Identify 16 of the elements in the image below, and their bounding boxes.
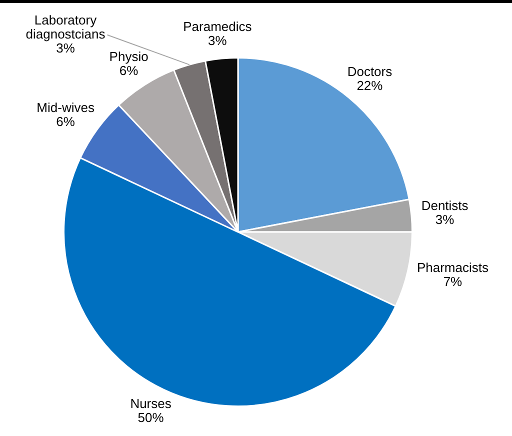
slice-label: Mid-wives [36, 100, 95, 116]
data-label: 6% [119, 63, 139, 78]
data-label: 6% [56, 114, 76, 130]
slice-label: Nurses [130, 396, 172, 411]
slice-label: Doctors [347, 64, 393, 79]
data-label: 3% [56, 40, 76, 56]
data-label: 7% [443, 274, 463, 289]
slice-label: Pharmacists [416, 260, 489, 275]
data-label: 3% [435, 212, 455, 227]
data-label: 22% [356, 78, 384, 93]
slice-label: Dentists [421, 198, 469, 213]
data-label: 50% [138, 410, 164, 425]
slice-label: Laboratory diagnostcians [26, 12, 106, 42]
slice-label: Physio [109, 49, 148, 64]
slice-label: Paramedics [183, 19, 252, 34]
data-label: 3% [208, 33, 228, 48]
